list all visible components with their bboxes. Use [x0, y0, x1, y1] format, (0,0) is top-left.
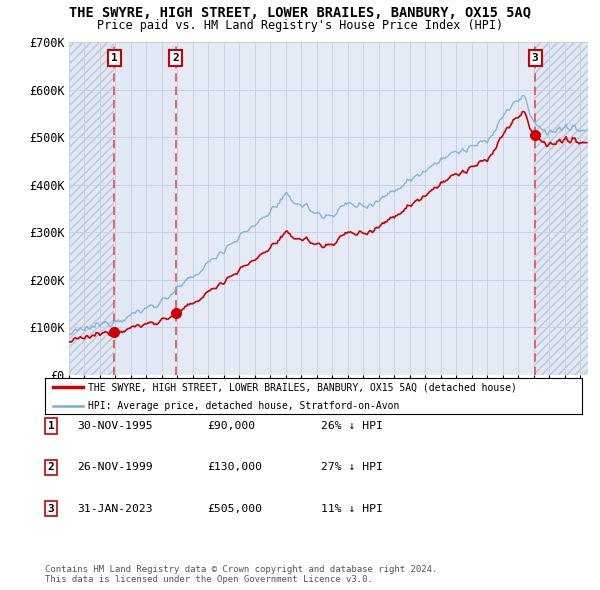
Text: 3: 3 [532, 53, 538, 63]
Bar [535, 42, 588, 375]
Bar [69, 42, 114, 375]
Text: THE SWYRE, HIGH STREET, LOWER BRAILES, BANBURY, OX15 5AQ: THE SWYRE, HIGH STREET, LOWER BRAILES, B… [69, 6, 531, 20]
Text: £130,000: £130,000 [207, 463, 262, 472]
Bar [176, 42, 535, 375]
Bar [114, 42, 176, 375]
Text: £505,000: £505,000 [207, 504, 262, 513]
Text: HPI: Average price, detached house, Stratford-on-Avon: HPI: Average price, detached house, Stra… [88, 401, 400, 411]
Text: 1: 1 [111, 53, 118, 63]
Text: 1: 1 [47, 421, 55, 431]
Text: 30-NOV-1995: 30-NOV-1995 [77, 421, 152, 431]
Text: 27% ↓ HPI: 27% ↓ HPI [321, 463, 383, 472]
Text: Contains HM Land Registry data © Crown copyright and database right 2024.
This d: Contains HM Land Registry data © Crown c… [45, 565, 437, 584]
Bar [535, 42, 588, 375]
Text: 26-NOV-1999: 26-NOV-1999 [77, 463, 152, 472]
Text: Price paid vs. HM Land Registry's House Price Index (HPI): Price paid vs. HM Land Registry's House … [97, 19, 503, 32]
Bar [69, 42, 114, 375]
Text: THE SWYRE, HIGH STREET, LOWER BRAILES, BANBURY, OX15 5AQ (detached house): THE SWYRE, HIGH STREET, LOWER BRAILES, B… [88, 382, 517, 392]
Text: 3: 3 [47, 504, 55, 513]
Text: 2: 2 [173, 53, 179, 63]
Text: 26% ↓ HPI: 26% ↓ HPI [321, 421, 383, 431]
Text: 31-JAN-2023: 31-JAN-2023 [77, 504, 152, 513]
Text: 11% ↓ HPI: 11% ↓ HPI [321, 504, 383, 513]
Text: £90,000: £90,000 [207, 421, 255, 431]
Text: 2: 2 [47, 463, 55, 472]
